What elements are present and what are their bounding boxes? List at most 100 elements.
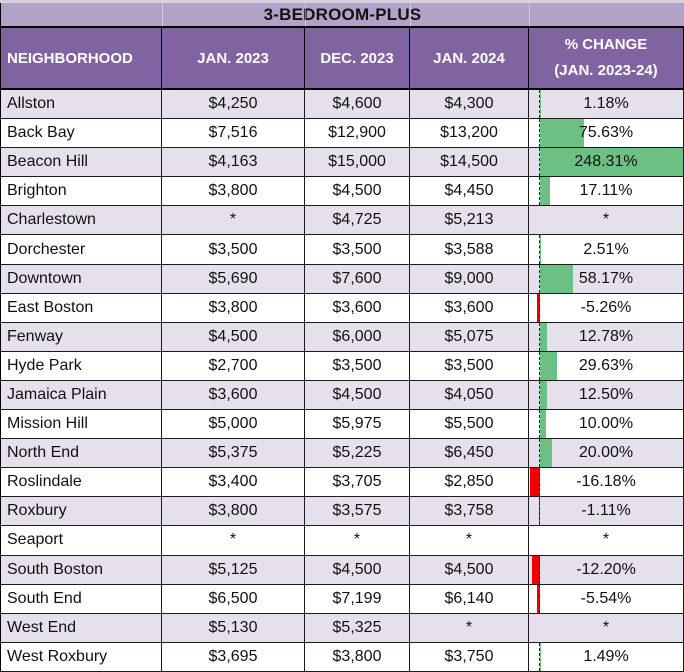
neighborhood-label: Dorchester <box>7 240 86 258</box>
table-row: Charlestown * $4,725 $5,213 * <box>1 206 684 236</box>
zero-axis-line <box>539 351 540 380</box>
rent-table: 3-BEDROOM-PLUS NEIGHBORHOOD JAN. 2023 DE… <box>0 3 684 672</box>
header-pct-change: % CHANGE (JAN. 2023-24) <box>529 28 684 88</box>
jan-2024-cell: $3,588 <box>410 235 529 265</box>
neighborhood-cell: Allston <box>1 90 162 120</box>
jan-2024-cell: $5,500 <box>410 410 529 440</box>
zero-axis-line <box>539 642 540 671</box>
pct-change-cell: 1.49% <box>529 642 684 672</box>
pct-change-cell: 12.50% <box>529 380 684 411</box>
table-row: North End $5,375 $5,225 $6,450 20.00% <box>1 439 684 469</box>
jan-2024-value: $13,200 <box>440 124 498 142</box>
jan-2023-value: * <box>229 211 237 229</box>
neighborhood-cell: South Boston <box>1 555 162 585</box>
pct-change-value: 58.17% <box>578 269 634 287</box>
header-dec-2023: DEC. 2023 <box>305 28 410 88</box>
table-row: West Roxbury $3,695 $3,800 $3,750 1.49% <box>1 642 684 672</box>
title-column-separator <box>305 3 306 26</box>
zero-axis-line <box>539 410 540 439</box>
neighborhood-cell: Back Bay <box>1 119 162 149</box>
jan-2024-value: * <box>465 618 473 636</box>
jan-2023-cell: $5,690 <box>162 264 305 294</box>
table-body: Allston $4,250 $4,600 $4,300 1.18% Back … <box>1 90 684 672</box>
neighborhood-label: Downtown <box>7 269 82 287</box>
jan-2024-cell: $6,140 <box>410 584 529 614</box>
jan-2023-value: $5,690 <box>208 269 258 287</box>
jan-2024-value: $6,140 <box>444 589 494 607</box>
neighborhood-cell: Brighton <box>1 177 162 207</box>
zero-axis-line <box>539 148 540 177</box>
neighborhood-label: East Boston <box>7 298 94 316</box>
positive-data-bar <box>540 439 552 468</box>
jan-2024-value: $5,075 <box>444 327 494 345</box>
positive-data-bar <box>540 90 541 119</box>
dec-2023-value: $7,600 <box>332 269 382 287</box>
negative-data-bar <box>536 584 540 613</box>
jan-2023-cell: $7,516 <box>162 119 305 149</box>
header-neighborhood: NEIGHBORHOOD <box>1 28 162 88</box>
jan-2024-value: $3,500 <box>444 356 494 374</box>
neighborhood-cell: Jamaica Plain <box>1 380 162 411</box>
pct-change-cell: -12.20% <box>529 555 684 585</box>
jan-2024-cell: $6,450 <box>410 439 529 469</box>
neighborhood-label: Mission Hill <box>7 415 88 433</box>
jan-2024-value: $4,450 <box>444 182 494 200</box>
zero-axis-line <box>539 119 540 148</box>
dec-2023-cell: $4,500 <box>305 380 410 411</box>
jan-2023-cell: $4,250 <box>162 90 305 120</box>
neighborhood-cell: West End <box>1 613 162 643</box>
neighborhood-cell: Roslindale <box>1 468 162 498</box>
table-row: Hyde Park $2,700 $3,500 $3,500 29.63% <box>1 351 684 381</box>
jan-2023-value: $3,695 <box>208 647 258 665</box>
table-row: Roxbury $3,800 $3,575 $3,758 -1.11% <box>1 497 684 527</box>
zero-axis-line <box>539 235 540 264</box>
positive-data-bar <box>540 410 546 439</box>
pct-change-cell: 75.63% <box>529 119 684 149</box>
title-column-separator <box>410 3 411 26</box>
jan-2023-cell: $3,400 <box>162 468 305 498</box>
dec-2023-value: * <box>353 531 361 549</box>
dec-2023-cell: $3,600 <box>305 293 410 323</box>
dec-2023-cell: $7,600 <box>305 264 410 294</box>
dec-2023-cell: $15,000 <box>305 148 410 178</box>
zero-axis-line <box>539 468 540 497</box>
positive-data-bar <box>540 235 542 264</box>
table-row: Downtown $5,690 $7,600 $9,000 58.17% <box>1 264 684 294</box>
neighborhood-cell: Dorchester <box>1 235 162 265</box>
positive-data-bar <box>540 177 550 206</box>
table-row: Fenway $4,500 $6,000 $5,075 12.78% <box>1 322 684 352</box>
pct-change-value: -5.26% <box>580 298 632 316</box>
neighborhood-cell: Seaport <box>1 526 162 556</box>
dec-2023-value: $12,900 <box>328 124 386 142</box>
pct-change-value: 1.49% <box>583 647 629 665</box>
jan-2023-cell: * <box>162 206 305 236</box>
neighborhood-label: Fenway <box>7 327 64 345</box>
dec-2023-value: $5,975 <box>332 415 382 433</box>
jan-2024-cell: $3,600 <box>410 293 529 323</box>
zero-axis-line <box>539 497 540 526</box>
pct-change-cell: 10.00% <box>529 410 684 440</box>
neighborhood-cell: East Boston <box>1 293 162 323</box>
dec-2023-value: $4,500 <box>332 385 382 403</box>
jan-2024-cell: $5,213 <box>410 206 529 236</box>
table-row: West End $5,130 $5,325 * * <box>1 613 684 643</box>
jan-2023-cell: $2,700 <box>162 351 305 381</box>
jan-2024-value: $4,050 <box>444 385 494 403</box>
neighborhood-label: Allston <box>7 95 56 113</box>
table-row: Brighton $3,800 $4,500 $4,450 17.11% <box>1 177 684 207</box>
jan-2024-value: $6,450 <box>444 444 494 462</box>
pct-change-value: * <box>602 531 610 549</box>
table-row: Back Bay $7,516 $12,900 $13,200 75.63% <box>1 119 684 149</box>
table-row: Allston $4,250 $4,600 $4,300 1.18% <box>1 90 684 120</box>
title-column-separator <box>162 3 163 26</box>
jan-2023-cell: $5,000 <box>162 410 305 440</box>
jan-2023-cell: $6,500 <box>162 584 305 614</box>
jan-2023-value: $4,500 <box>208 327 258 345</box>
pct-change-value: 17.11% <box>579 182 633 200</box>
jan-2023-cell: $3,800 <box>162 177 305 207</box>
table-row: Beacon Hill $4,163 $15,000 $14,500 248.3… <box>1 148 684 178</box>
neighborhood-cell: Downtown <box>1 264 162 294</box>
jan-2023-value: $4,163 <box>208 153 258 171</box>
neighborhood-label: Seaport <box>7 531 64 549</box>
jan-2024-value: $5,213 <box>444 211 494 229</box>
